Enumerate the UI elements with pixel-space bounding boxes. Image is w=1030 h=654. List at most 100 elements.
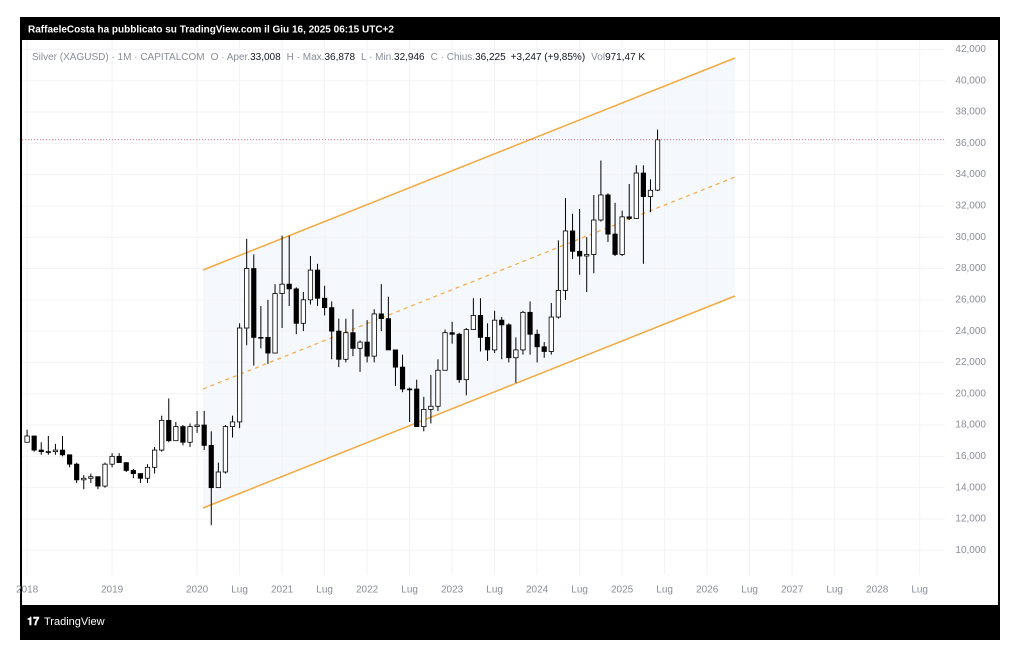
- candle-body: [470, 315, 476, 330]
- candle-body: [314, 269, 321, 299]
- candle-body: [534, 333, 540, 348]
- x-tick-label: 2025: [611, 585, 634, 596]
- candle-body: [251, 268, 257, 338]
- candle-body: [435, 369, 441, 407]
- candle-body: [52, 449, 59, 453]
- x-tick-label: 2022: [356, 585, 379, 596]
- candle-body: [95, 476, 101, 487]
- candle-body: [74, 463, 80, 481]
- candle-body: [499, 319, 505, 326]
- x-tick-label: 2020: [186, 585, 209, 596]
- legend-change: +3,247 (+9,85%): [511, 52, 586, 63]
- candles: [22, 129, 945, 526]
- candle-body: [66, 454, 73, 465]
- x-tick-label: 2021: [271, 585, 294, 596]
- y-tick-label: 10,000: [955, 545, 986, 556]
- candle-body: [612, 233, 618, 255]
- x-tick-label: Lug: [571, 585, 588, 596]
- footer-brand: TradingView: [44, 616, 105, 628]
- candle-body: [392, 349, 399, 368]
- candle-body: [279, 283, 285, 294]
- y-tick-label: 18,000: [955, 420, 986, 431]
- candle-body: [577, 250, 583, 257]
- candle-body: [201, 424, 207, 446]
- y-tick-label: 32,000: [955, 201, 986, 212]
- x-tick-label: 2024: [526, 585, 549, 596]
- candle-body: [350, 332, 356, 349]
- logo-mark: 𝟏𝟕: [27, 616, 40, 628]
- candle-body: [513, 349, 519, 359]
- candle-body: [463, 329, 469, 381]
- candle-body: [187, 426, 193, 443]
- candle-body: [180, 426, 186, 443]
- header-text: RaffaeleCosta ha pubblicato su TradingVi…: [28, 25, 394, 36]
- candle-body: [548, 316, 554, 352]
- candle-body: [173, 426, 179, 442]
- candle-body: [619, 216, 625, 255]
- candle-body: [272, 293, 278, 354]
- candle-body: [31, 435, 37, 451]
- y-tick-label: 34,000: [955, 169, 986, 180]
- candle-body: [322, 297, 328, 309]
- candle-body: [640, 172, 646, 197]
- channel-lower: [202, 295, 736, 509]
- legend-volume-label: Vol: [591, 52, 605, 63]
- candle-body: [541, 346, 547, 352]
- candle-body: [591, 219, 597, 255]
- candle-body: [300, 299, 306, 324]
- x-tick-label: Lug: [316, 585, 333, 596]
- candle-body: [506, 324, 512, 359]
- candle-body: [520, 311, 526, 351]
- x-tick-label: Lug: [911, 585, 928, 596]
- y-tick-label: 40,000: [955, 75, 986, 86]
- legend-volume: 971,47 K: [605, 52, 645, 63]
- candle-body: [109, 455, 115, 465]
- y-tick-label: 20,000: [955, 388, 986, 399]
- ohlc-legend: Silver (XAGUSD) · 1M · CAPITALCOM O · Ape…: [32, 52, 645, 63]
- candle-body: [293, 288, 299, 324]
- x-tick-label: Lug: [231, 585, 248, 596]
- candle-body: [527, 311, 533, 335]
- candle-body: [562, 230, 569, 291]
- candle-body: [654, 139, 661, 191]
- candle-body: [428, 405, 434, 410]
- y-tick-label: 26,000: [955, 294, 986, 305]
- candle-body: [399, 366, 406, 390]
- legend-field-label: O · Aper.: [211, 52, 250, 63]
- candle-body: [605, 194, 611, 235]
- legend-field-label: C · Chius.: [431, 52, 475, 63]
- candle-body: [626, 216, 632, 219]
- y-tick-label: 22,000: [955, 357, 986, 368]
- candle-body: [102, 463, 108, 487]
- y-tick-label: 14,000: [955, 482, 986, 493]
- candle-body: [208, 444, 214, 489]
- candle-body: [88, 476, 94, 479]
- candle-body: [492, 319, 498, 351]
- y-tick-label: 28,000: [955, 263, 986, 274]
- candle-body: [378, 313, 384, 320]
- candle-body: [166, 419, 172, 442]
- candle-body: [385, 318, 391, 351]
- candle-body: [584, 254, 590, 257]
- candle-body: [343, 332, 349, 360]
- x-tick-label: Lug: [486, 585, 503, 596]
- candle-body: [449, 332, 455, 335]
- y-tick-label: 30,000: [955, 232, 986, 243]
- y-tick-label: 42,000: [955, 44, 986, 55]
- candle-body: [258, 336, 264, 339]
- x-tick-label: Lug: [656, 585, 673, 596]
- candle-body: [144, 466, 151, 479]
- candle-body: [647, 189, 654, 197]
- candle-body: [414, 388, 420, 428]
- y-tick-label: 36,000: [955, 138, 986, 149]
- candle-body: [442, 332, 448, 371]
- legend-field-value: 33,008: [250, 52, 281, 63]
- candle-body: [456, 333, 462, 381]
- candle-body: [137, 473, 144, 479]
- candle-body: [116, 455, 122, 464]
- y-tick-label: 12,000: [955, 514, 986, 525]
- x-tick-label: Lug: [401, 585, 418, 596]
- candle-body: [130, 470, 136, 474]
- candle-body: [598, 194, 604, 221]
- candle-body: [237, 327, 243, 423]
